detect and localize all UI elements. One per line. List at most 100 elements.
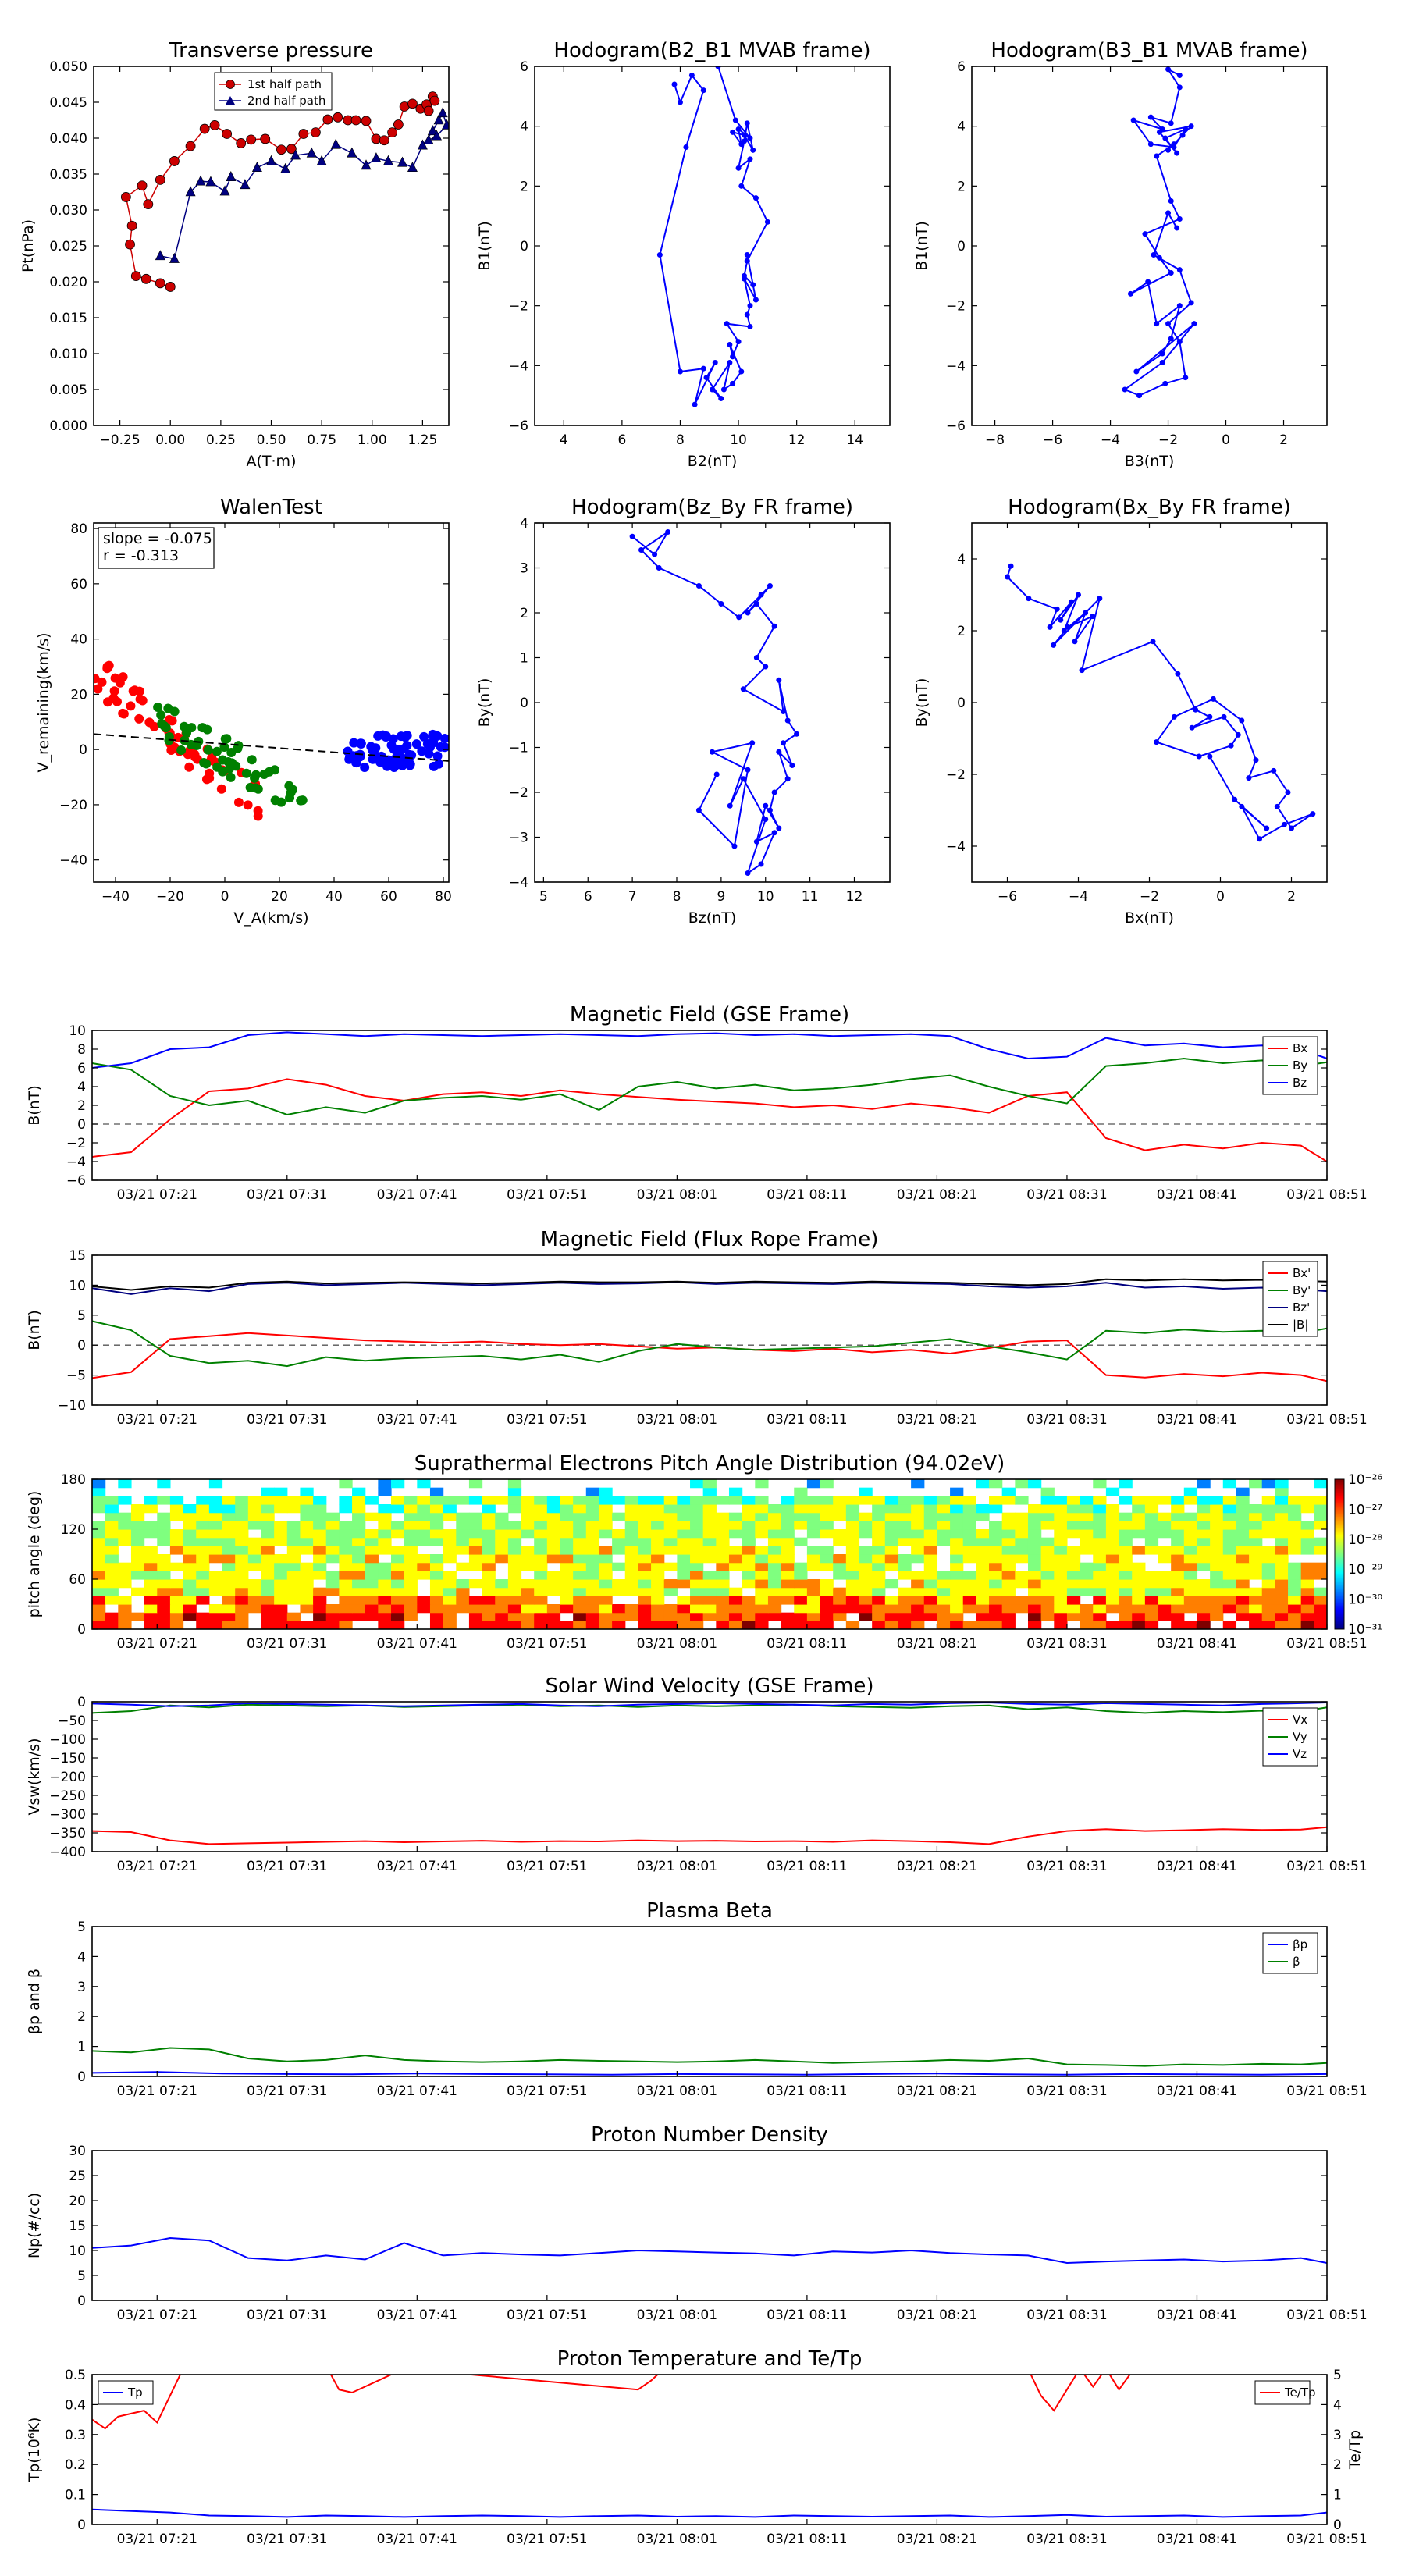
heatmap-cell xyxy=(716,1587,730,1596)
heatmap-cell xyxy=(599,1521,613,1530)
heatmap-cell xyxy=(911,1521,925,1530)
heatmap-cell xyxy=(911,1587,925,1596)
heatmap-cell xyxy=(1066,1512,1081,1521)
heatmap-cell xyxy=(1093,1562,1107,1571)
legend-mfgse-label: Bx xyxy=(1293,1041,1307,1055)
hodogram-point xyxy=(1154,153,1160,159)
series-Vy xyxy=(92,1703,1327,1714)
heatmap-cell xyxy=(781,1537,795,1546)
heatmap-cell xyxy=(1249,1521,1263,1530)
heatmap-cell xyxy=(144,1579,158,1589)
heatmap-cell xyxy=(429,1554,444,1564)
heatmap-cell xyxy=(663,1612,678,1621)
heatmap-cell xyxy=(884,1604,899,1614)
heatmap-cell xyxy=(976,1571,990,1580)
heatmap-cell xyxy=(1210,1604,1224,1614)
ts-beta-ylabel: βp and β xyxy=(26,1969,43,2034)
scatter-point-red xyxy=(118,708,128,718)
heatmap-cell xyxy=(690,1604,704,1614)
heatmap-cell xyxy=(235,1596,249,1605)
heatmap-cell xyxy=(339,1612,353,1621)
panel-h1-ytick-label: 0 xyxy=(520,239,528,254)
heatmap-cell xyxy=(261,1529,275,1539)
heatmap-cell xyxy=(872,1512,886,1521)
ts-pad-ylabel: pitch angle (deg) xyxy=(26,1491,43,1618)
heatmap-cell xyxy=(989,1479,1003,1489)
heatmap-cell xyxy=(1144,1571,1159,1580)
hodogram-point xyxy=(1179,132,1186,138)
ts-xtick-label: 03/21 08:01 xyxy=(637,2307,717,2323)
heatmap-cell xyxy=(1249,1587,1263,1596)
heatmap-cell xyxy=(1066,1612,1081,1621)
heatmap-cell xyxy=(1222,1521,1237,1530)
heatmap-cell xyxy=(157,1554,171,1564)
hodogram-point xyxy=(1097,596,1103,602)
heatmap-cell xyxy=(495,1529,509,1539)
ts-xtick-label: 03/21 08:51 xyxy=(1286,2083,1367,2099)
heatmap-cell xyxy=(794,1571,808,1580)
legend-mfgse-label: Bz xyxy=(1293,1076,1307,1090)
panel-h3-xtick-label: 6 xyxy=(584,889,592,905)
heatmap-cell xyxy=(962,1512,976,1521)
heatmap-cell xyxy=(1314,1596,1327,1605)
scatter-point-red xyxy=(190,749,200,760)
heatmap-cell xyxy=(169,1621,184,1629)
heatmap-cell xyxy=(845,1546,860,1555)
heatmap-cell xyxy=(391,1562,405,1571)
heatmap-cell xyxy=(898,1596,912,1605)
series-Vz xyxy=(92,1702,1327,1707)
plot-area-pad xyxy=(92,1479,1327,1629)
heatmap-cell xyxy=(247,1521,262,1530)
hodogram-point xyxy=(692,401,698,407)
heatmap-cell xyxy=(638,1604,652,1614)
heatmap-cell xyxy=(898,1496,912,1505)
heatmap-cell xyxy=(742,1562,756,1571)
hodogram-point xyxy=(1232,796,1238,802)
heatmap-cell xyxy=(1249,1512,1263,1521)
point-circle xyxy=(169,156,180,166)
heatmap-cell xyxy=(339,1621,353,1629)
ts-mfgse-frame xyxy=(91,1030,1328,1181)
heatmap-cell xyxy=(638,1621,652,1629)
point-circle xyxy=(155,174,165,185)
point-circle xyxy=(120,192,131,202)
heatmap-cell xyxy=(716,1529,730,1539)
heatmap-cell xyxy=(884,1554,899,1564)
heatmap-cell xyxy=(690,1529,704,1539)
ts-xtick-label: 03/21 07:51 xyxy=(507,2307,587,2323)
heatmap-cell xyxy=(651,1596,665,1605)
heatmap-cell xyxy=(755,1512,769,1521)
heatmap-cell xyxy=(638,1587,652,1596)
heatmap-cell xyxy=(222,1546,236,1555)
series-line-1 xyxy=(160,111,448,260)
heatmap-cell xyxy=(1210,1612,1224,1621)
heatmap-cell xyxy=(560,1571,574,1580)
heatmap-cell xyxy=(391,1579,405,1589)
heatmap-cell xyxy=(325,1529,340,1539)
panel-h3-title: Hodogram(Bz_By FR frame) xyxy=(571,496,853,519)
heatmap-cell xyxy=(1132,1571,1146,1580)
heatmap-cell xyxy=(261,1579,275,1589)
heatmap-cell xyxy=(911,1579,925,1589)
panel-tp-xtick-label: 0.25 xyxy=(206,432,236,448)
hodogram-point xyxy=(724,321,730,327)
heatmap-cell xyxy=(274,1587,288,1596)
heatmap-cell xyxy=(274,1554,288,1564)
heatmap-cell xyxy=(157,1579,171,1589)
ts-tpp-title: Proton Temperature and Te/Tp xyxy=(557,2347,863,2371)
ts-np-ytick-label: 0 xyxy=(77,2293,86,2309)
hodogram-point xyxy=(656,252,663,258)
heatmap-cell xyxy=(937,1529,951,1539)
heatmap-cell xyxy=(638,1521,652,1530)
heatmap-cell xyxy=(767,1546,782,1555)
heatmap-cell xyxy=(404,1587,418,1596)
heatmap-cell xyxy=(833,1496,847,1505)
heatmap-cell xyxy=(742,1504,756,1514)
heatmap-cell xyxy=(833,1604,847,1614)
heatmap-cell xyxy=(339,1596,353,1605)
heatmap-cell xyxy=(728,1604,743,1614)
heatmap-cell xyxy=(702,1571,717,1580)
heatmap-cell xyxy=(468,1554,483,1564)
ts-tpp-ytick-label: 0.1 xyxy=(65,2488,86,2503)
